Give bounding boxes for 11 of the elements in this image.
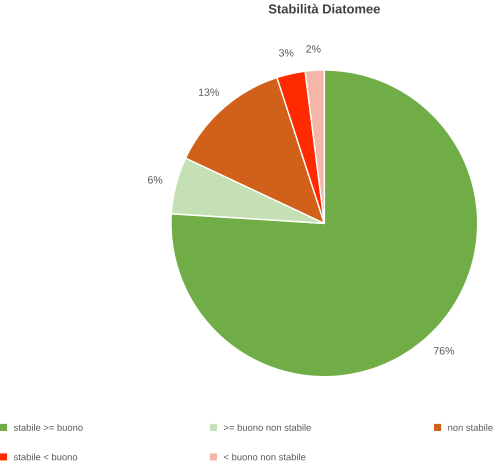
chart-title: Stabilità Diatomee: [268, 4, 380, 14]
legend-label: stabile >= buono: [14, 424, 83, 431]
legend-label: stabile < buono: [14, 453, 78, 460]
data-label: 13%: [198, 88, 219, 96]
data-label: 2%: [306, 45, 321, 53]
data-label: 6%: [148, 176, 162, 184]
data-label: 3%: [279, 48, 294, 56]
legend-label: < buono non stabile: [224, 453, 306, 460]
legend-label: >= buono non stabile: [224, 424, 311, 431]
legend-label: non stabile: [448, 424, 493, 431]
data-label: 76%: [434, 346, 454, 354]
